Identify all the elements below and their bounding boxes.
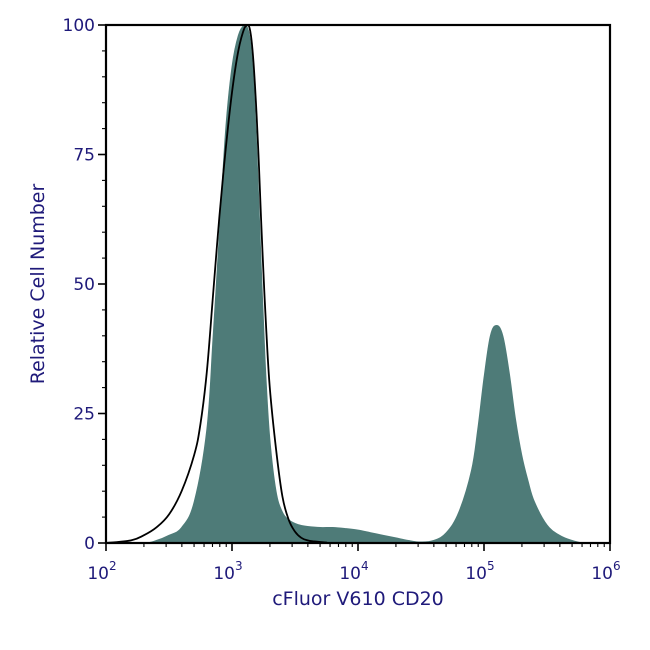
x-axis-title: cFluor V610 CD20 [272, 588, 444, 610]
y-tick-label: 25 [73, 405, 95, 425]
series-filled-histogram [105, 24, 610, 544]
x-tick-label: 104 [339, 559, 368, 584]
ticks-layer: 102 103 104 105 106 0 25 50 75 100 [63, 16, 621, 584]
y-tick-label: 100 [63, 16, 95, 36]
x-tick-label: 102 [87, 559, 116, 584]
x-tick-label: 106 [591, 559, 620, 584]
plot-frame [104, 23, 612, 545]
y-axis-title: Relative Cell Number [27, 184, 49, 385]
series-outline-histogram [105, 24, 610, 544]
series-layer [105, 24, 610, 544]
x-tick-label: 105 [465, 559, 494, 584]
y-tick-label: 0 [84, 534, 95, 554]
x-tick-label: 103 [213, 559, 242, 584]
y-tick-label: 75 [73, 146, 95, 166]
y-tick-label: 50 [73, 275, 95, 295]
